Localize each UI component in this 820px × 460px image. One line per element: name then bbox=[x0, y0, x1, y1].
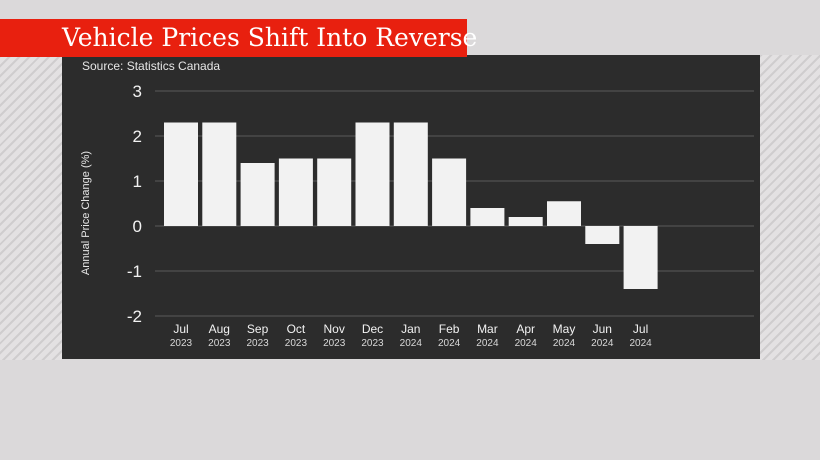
bar bbox=[317, 158, 352, 226]
x-tick-month-label: Jul bbox=[633, 322, 648, 336]
right-hatch-decoration bbox=[760, 55, 820, 360]
y-axis-title: Annual Price Change (%) bbox=[80, 151, 92, 275]
x-tick-month-label: Feb bbox=[439, 322, 460, 336]
x-tick-year-label: 2023 bbox=[285, 338, 308, 349]
x-tick-year-label: 2024 bbox=[400, 338, 423, 349]
x-tick-year-label: 2024 bbox=[515, 338, 538, 349]
x-tick-year-label: 2024 bbox=[553, 338, 576, 349]
x-tick-month-label: Apr bbox=[516, 322, 535, 336]
bar bbox=[278, 158, 313, 226]
x-tick-year-label: 2024 bbox=[629, 338, 652, 349]
bar bbox=[164, 122, 198, 226]
x-tick-year-label: 2024 bbox=[591, 338, 614, 349]
y-tick-label: 0 bbox=[133, 217, 142, 236]
y-tick-label: 3 bbox=[133, 82, 142, 101]
x-tick-month-label: May bbox=[553, 322, 576, 336]
x-tick-month-label: Jan bbox=[401, 322, 420, 336]
y-axis-ticks: 3 2 1 0 -1 -2 bbox=[127, 82, 142, 326]
x-tick-month-label: Mar bbox=[477, 322, 498, 336]
x-axis-ticks: Jul 2023 Aug 2023 Sep 2023 Oct 2023 Nov 2023 Dec 20… bbox=[170, 322, 652, 349]
bar bbox=[547, 201, 581, 226]
bar bbox=[585, 226, 620, 244]
y-tick-label: 2 bbox=[133, 127, 142, 146]
x-tick-year-label: 2023 bbox=[170, 338, 193, 349]
x-tick-month-label: Jul bbox=[173, 322, 188, 336]
x-tick-month-label: Oct bbox=[287, 322, 306, 336]
source-note: Source: Statistics Canada bbox=[82, 59, 221, 73]
chart-title: Vehicle Prices Shift Into Reverse bbox=[0, 19, 477, 57]
x-tick-month-label: Dec bbox=[362, 322, 383, 336]
bar bbox=[240, 163, 275, 226]
x-tick-year-label: 2024 bbox=[438, 338, 461, 349]
x-tick-year-label: 2023 bbox=[361, 338, 384, 349]
left-hatch-decoration bbox=[0, 55, 62, 360]
bar bbox=[393, 122, 428, 226]
chart-panel: Source: Statistics Canada 3 2 1 0 -1 -2 Jul 20… bbox=[62, 55, 760, 359]
x-tick-year-label: 2023 bbox=[323, 338, 346, 349]
y-tick-label: 1 bbox=[133, 172, 142, 191]
x-tick-year-label: 2023 bbox=[208, 338, 231, 349]
bar bbox=[623, 226, 658, 289]
bar-chart: 3 2 1 0 -1 -2 Jul 2023 Aug 2023 Sep 2023 Oct 2023 Nov… bbox=[80, 82, 754, 349]
bar bbox=[355, 122, 390, 226]
x-tick-year-label: 2024 bbox=[476, 338, 499, 349]
x-tick-month-label: Aug bbox=[209, 322, 230, 336]
bar bbox=[432, 158, 467, 226]
y-tick-label: -1 bbox=[127, 262, 142, 281]
bar bbox=[470, 208, 505, 226]
bars bbox=[164, 122, 658, 289]
bar bbox=[508, 217, 543, 226]
x-tick-month-label: Jun bbox=[593, 322, 612, 336]
x-tick-year-label: 2023 bbox=[246, 338, 269, 349]
bar bbox=[202, 122, 237, 226]
x-tick-month-label: Sep bbox=[247, 322, 269, 336]
x-tick-month-label: Nov bbox=[324, 322, 345, 336]
y-tick-label: -2 bbox=[127, 307, 142, 326]
